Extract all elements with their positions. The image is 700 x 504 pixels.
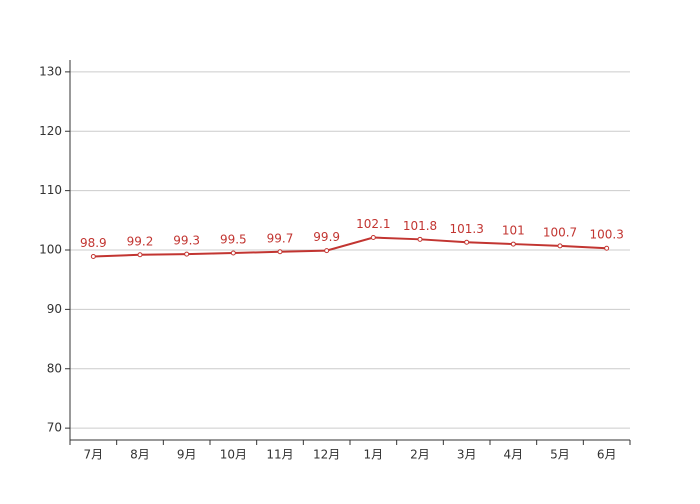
y-tick-label: 90 xyxy=(47,302,62,316)
point xyxy=(417,236,423,242)
point xyxy=(464,239,470,245)
y-tick-label: 70 xyxy=(47,421,62,435)
data-label: 99.7 xyxy=(267,231,294,245)
data-label: 99.9 xyxy=(313,230,340,244)
x-tick-label: 8月 xyxy=(130,448,150,462)
point xyxy=(230,250,236,256)
x-tick-label: 2月 xyxy=(410,448,430,462)
point xyxy=(510,241,516,247)
data-label: 99.5 xyxy=(220,232,247,246)
point xyxy=(184,251,190,257)
x-tick-label: 10月 xyxy=(220,448,247,462)
x-tick-label: 5月 xyxy=(550,448,570,462)
x-tick-label: 3月 xyxy=(457,448,477,462)
data-label: 101.8 xyxy=(403,219,437,233)
y-tick-label: 80 xyxy=(47,361,62,375)
data-label: 99.2 xyxy=(127,234,154,248)
point xyxy=(604,245,610,251)
line xyxy=(93,236,607,258)
point xyxy=(137,252,143,258)
y-tick-label: 130 xyxy=(39,64,62,78)
x-tick-label: 9月 xyxy=(177,448,197,462)
y-tick-label: 120 xyxy=(39,124,62,138)
x-tick-label: 1月 xyxy=(364,448,384,462)
data-label: 102.1 xyxy=(356,217,390,231)
x-tick-label: 11月 xyxy=(266,448,293,462)
data-label: 101.3 xyxy=(449,222,483,236)
y-tick-label: 110 xyxy=(39,183,62,197)
x-tick-label: 6月 xyxy=(597,448,617,462)
x-tick-label: 7月 xyxy=(84,448,104,462)
point xyxy=(90,254,96,260)
y-tick-label: 100 xyxy=(39,243,62,257)
data-label: 100.3 xyxy=(589,228,623,242)
data-label: 99.3 xyxy=(173,234,200,248)
point xyxy=(324,248,330,254)
x-tick-label: 12月 xyxy=(313,448,340,462)
x-tick-label: 4月 xyxy=(504,448,524,462)
data-label: 101 xyxy=(502,224,525,238)
data-label: 98.9 xyxy=(80,236,107,250)
point xyxy=(370,235,376,241)
point xyxy=(557,243,563,249)
point xyxy=(277,249,283,255)
data-label: 100.7 xyxy=(543,225,577,239)
